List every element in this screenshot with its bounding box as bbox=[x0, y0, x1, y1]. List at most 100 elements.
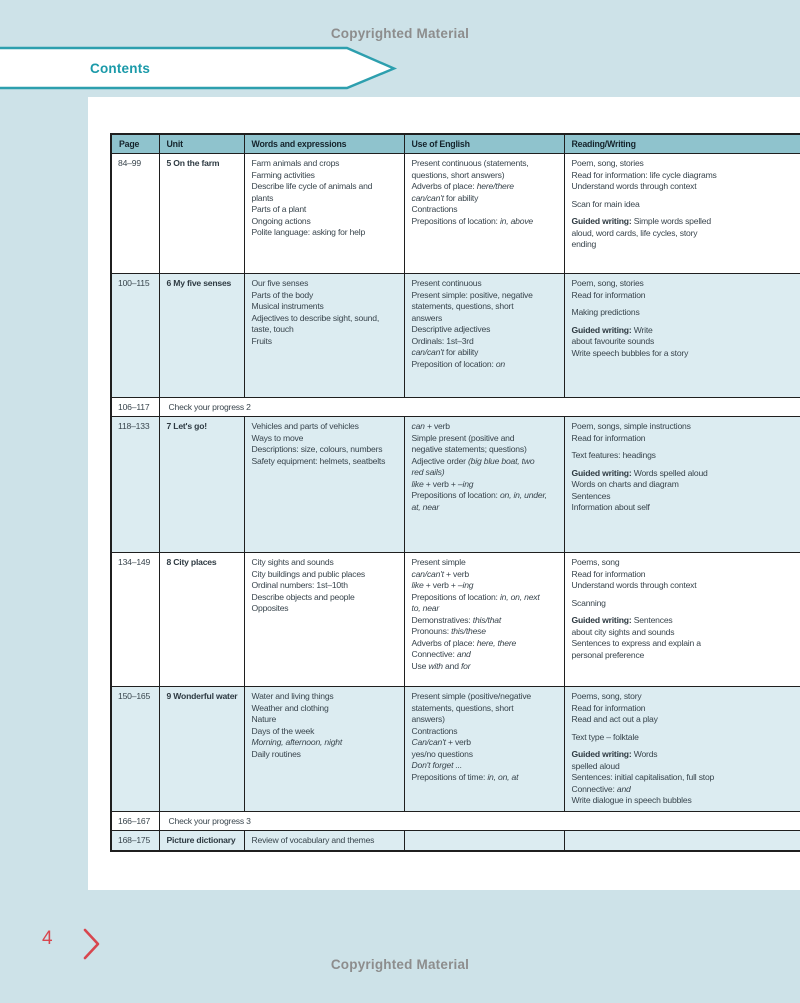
text-line: plants bbox=[251, 192, 274, 203]
text-line: Adverbs of place: here/there bbox=[411, 181, 515, 191]
text-line: Read for information bbox=[571, 568, 646, 579]
text-line: Read for information: life cycle diagram… bbox=[571, 169, 717, 180]
cell-words: Farm animals and crops Farming activities… bbox=[243, 153, 405, 274]
progress-row: 166–167 Check your progress 3 bbox=[110, 810, 800, 831]
text-line: Water and living things bbox=[251, 691, 334, 701]
cell-unit: 5 On the farm bbox=[158, 153, 245, 274]
book-page: Page Unit Words and expressions Use of E… bbox=[88, 97, 800, 890]
cell-page: 134–149 bbox=[110, 552, 160, 687]
cell-page: 84–99 bbox=[110, 153, 160, 274]
cell-words: City sights and sounds City buildings and… bbox=[243, 552, 405, 687]
text-line: Descriptive adjectives bbox=[411, 324, 491, 334]
text-line: Our five senses bbox=[251, 278, 309, 288]
text-line: Don't forget ... bbox=[411, 760, 463, 770]
cell-progress-label: Check your progress 3 bbox=[158, 810, 800, 831]
text-line: Describe objects and people bbox=[251, 591, 355, 602]
cell-page: 106–117 bbox=[110, 397, 160, 417]
text-line: can + verb bbox=[411, 421, 451, 431]
text-line: Nature bbox=[251, 714, 277, 724]
text-line: answers) bbox=[411, 714, 445, 724]
text-line: Read for information bbox=[571, 702, 646, 713]
text-line: Contractions bbox=[411, 725, 458, 736]
cell-words: Review of vocabulary and themes bbox=[243, 829, 405, 852]
text-line: Fruits bbox=[251, 335, 272, 346]
text-line: Scanning bbox=[571, 597, 606, 608]
text-line: Adjectives to describe sight, sound, bbox=[251, 312, 380, 323]
text-line: Parts of a plant bbox=[251, 204, 307, 214]
text-line: Sentences bbox=[571, 490, 611, 501]
page-title: Contents bbox=[90, 60, 151, 76]
text-line: City buildings and public places bbox=[251, 568, 366, 579]
text-line: Prepositions of location: on, in, under, bbox=[411, 490, 548, 500]
contents-table-head: Page Unit Words and expressions Use of E… bbox=[110, 133, 800, 154]
header-row: Page Unit Words and expressions Use of E… bbox=[110, 133, 800, 154]
header-use-of-english: Use of English bbox=[403, 133, 565, 154]
text-line: at, near bbox=[411, 501, 440, 512]
text-line: Ongoing actions bbox=[251, 215, 311, 226]
table-row: 134–149 8 City places City sights and soun… bbox=[110, 552, 800, 687]
text-line: Guided writing: Sentences bbox=[571, 615, 673, 625]
text-line: Write speech bubbles for a story bbox=[571, 347, 689, 358]
text-line: Write dialogue in speech bubbles bbox=[571, 795, 692, 805]
progress-row: 106–117 Check your progress 2 bbox=[110, 397, 800, 417]
cell-english: Present simple can/can't + verb like + ver… bbox=[403, 552, 565, 687]
table-row: 100–115 6 My five senses Our five senses Pa… bbox=[110, 273, 800, 398]
text-line: Sentences to express and explain a bbox=[571, 638, 702, 648]
text-line: Describe life cycle of animals and bbox=[251, 181, 373, 191]
banner-arrow-shape bbox=[0, 46, 398, 90]
text-line: can/can't for ability bbox=[411, 192, 479, 203]
text-line: yes/no questions bbox=[411, 748, 473, 759]
text-line: about city sights and sounds bbox=[571, 626, 675, 637]
text-line: Morning, afternoon, night bbox=[251, 737, 343, 747]
text-line: Guided writing: Words spelled aloud bbox=[571, 467, 708, 478]
text-line: Present continuous bbox=[411, 278, 482, 288]
table-row: 150–165 9 Wonderful water Water and living… bbox=[110, 686, 800, 812]
contents-table-body: 84–99 5 On the farm Farm animals and crops… bbox=[110, 153, 800, 852]
text-line: questions, short answers) bbox=[411, 169, 505, 180]
cell-english: Present simple (positive/negative stateme… bbox=[403, 686, 565, 812]
text-line: Sentences: initial capitalisation, full … bbox=[571, 772, 715, 782]
text-line: Simple present (positive and bbox=[411, 432, 515, 443]
cell-reading: Poems, song Read for information Understan… bbox=[563, 552, 800, 687]
text-line: red sails) bbox=[411, 467, 445, 477]
table-row: 168–175 Picture dictionary Review of vocab… bbox=[110, 829, 800, 852]
text-line: Ways to move bbox=[251, 432, 304, 443]
text-line: negative statements; questions) bbox=[411, 444, 527, 454]
text-line: Text type – folktale bbox=[571, 731, 639, 742]
watermark-bottom: Copyrighted Material bbox=[330, 957, 470, 972]
text-line: Parts of the body bbox=[251, 289, 314, 300]
text-line: Contractions bbox=[411, 204, 458, 214]
text-line: Adverbs of place: here, there bbox=[411, 637, 517, 648]
cell-page: 166–167 bbox=[110, 810, 160, 831]
header-reading-writing: Reading/Writing bbox=[563, 133, 800, 154]
text-line: Read for information bbox=[571, 432, 646, 443]
text-line: Musical instruments bbox=[251, 301, 324, 311]
text-line: Farm animals and crops bbox=[251, 158, 340, 168]
text-line: Adjective order (big blue boat, two bbox=[411, 455, 535, 466]
text-line: Daily routines bbox=[251, 748, 301, 759]
text-line: can/can't for ability bbox=[411, 347, 479, 357]
table-row: 118–133 7 Let's go! Vehicles and parts of … bbox=[110, 416, 800, 553]
text-line: Present simple bbox=[411, 557, 466, 567]
text-line: Use with and for bbox=[411, 660, 471, 671]
text-line: Read for information bbox=[571, 289, 646, 300]
cell-reading: Poem, songs, simple instructions Read for… bbox=[563, 416, 800, 553]
text-line: Connective: and bbox=[571, 783, 631, 794]
text-line: Pronouns: this/these bbox=[411, 626, 487, 636]
text-line: Guided writing: Words bbox=[571, 749, 658, 759]
cell-page: 168–175 bbox=[110, 829, 160, 852]
text-line: Review of vocabulary and themes bbox=[251, 834, 375, 845]
table-row: 84–99 5 On the farm Farm animals and crops… bbox=[110, 153, 800, 274]
cell-progress-label: Check your progress 2 bbox=[158, 397, 800, 417]
page-number: 4 bbox=[42, 928, 53, 949]
text-line: Poem, song, stories bbox=[571, 158, 644, 168]
text-line: Prepositions of location: in, above bbox=[411, 215, 534, 226]
text-line: Polite language: asking for help bbox=[251, 227, 366, 237]
text-line: Vehicles and parts of vehicles bbox=[251, 421, 359, 431]
cell-english: Present continuous (statements, questions… bbox=[403, 153, 565, 274]
text-line: like + verb + –ing bbox=[411, 478, 474, 489]
text-line: Poem, song, stories bbox=[571, 278, 644, 288]
text-line: Demonstratives: this/that bbox=[411, 614, 502, 625]
text-line: Making predictions bbox=[571, 307, 640, 317]
text-line: Present continuous (statements, bbox=[411, 158, 529, 168]
